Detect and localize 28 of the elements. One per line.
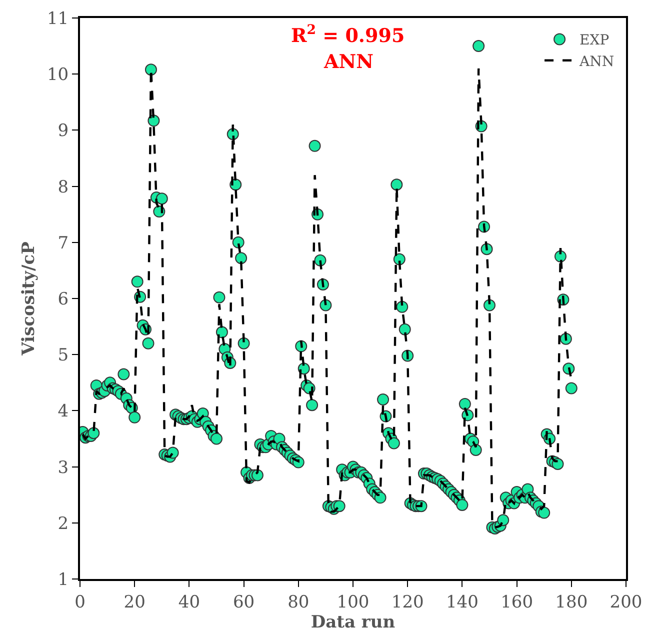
y-tick-label: 1 — [58, 570, 69, 590]
x-tick-label: 100 — [336, 592, 370, 612]
y-tick-label: 4 — [58, 402, 69, 422]
y-tick-label: 2 — [58, 514, 69, 534]
legend-label: EXP — [580, 32, 610, 49]
y-tick-label: 10 — [46, 65, 69, 86]
y-tick-label: 3 — [58, 458, 69, 478]
x-tick-label: 40 — [178, 592, 200, 612]
x-tick-label: 180 — [555, 592, 588, 612]
y-tick-label: 6 — [58, 289, 69, 310]
x-tick-label: 200 — [610, 592, 642, 612]
x-axis-title: Data run — [310, 612, 396, 632]
annotation: ANN — [323, 51, 374, 73]
x-tick-label: 60 — [232, 592, 255, 612]
x-tick-label: 140 — [446, 592, 478, 612]
y-tick-label: 11 — [46, 8, 69, 29]
y-tick-label: 8 — [58, 177, 69, 198]
y-tick-label: 9 — [58, 121, 69, 142]
annotation: R$^{2}$ = 0.995 — [291, 23, 405, 47]
legend-label: ANN — [578, 54, 614, 70]
x-tick-label: 160 — [500, 592, 534, 612]
y-axis-title: Viscosity/cP — [19, 241, 40, 356]
x-tick-label: 0 — [74, 592, 86, 612]
y-tick-label: 5 — [58, 346, 69, 366]
y-tick-label: 7 — [58, 233, 69, 254]
x-tick-label: 120 — [391, 592, 424, 612]
x-tick-label: 20 — [124, 592, 146, 612]
x-tick-label: 80 — [288, 592, 310, 612]
